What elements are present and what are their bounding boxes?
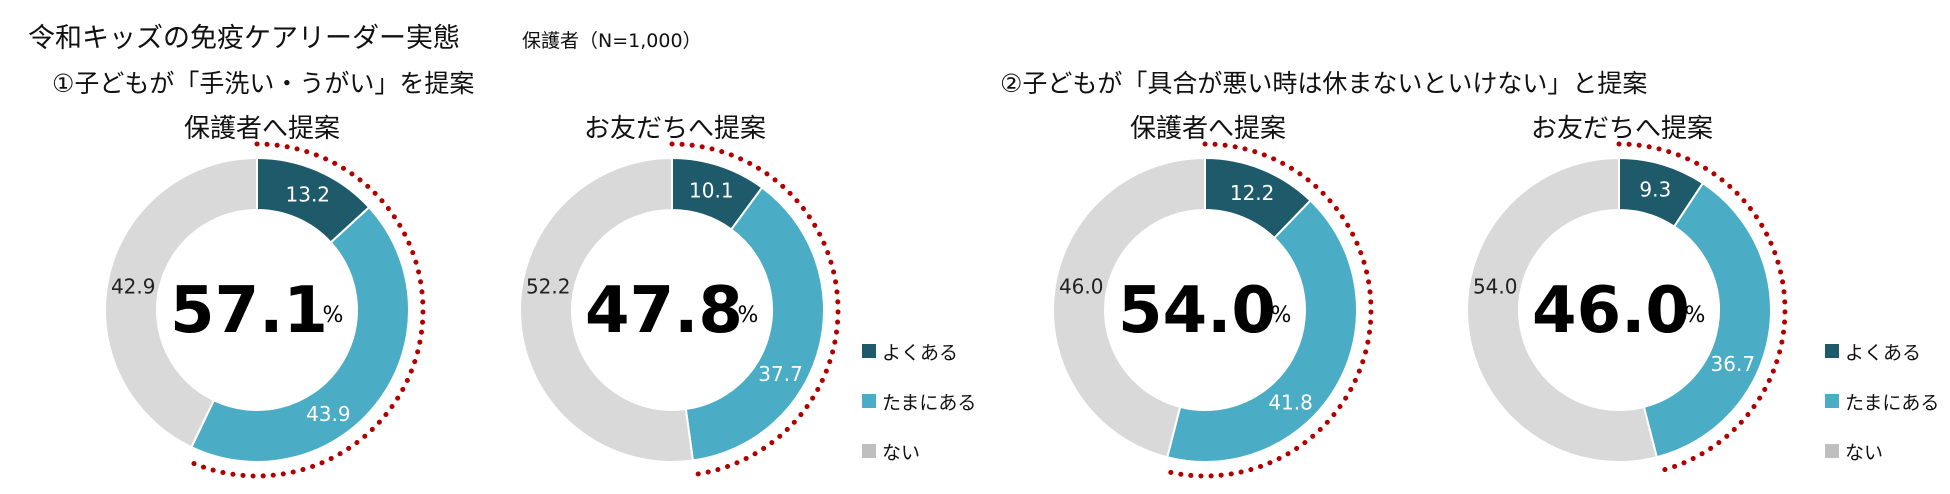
donut-value-label: 42.9	[111, 274, 156, 298]
legend-swatch-sometimes	[1825, 394, 1839, 408]
donut-value-label: 46.0	[1059, 274, 1104, 298]
section-title-handwashing: ①子どもが「手洗い・うがい」を提案	[52, 69, 475, 98]
highlight-dotted-arc	[182, 141, 426, 479]
legend-label: よくある	[882, 341, 959, 364]
legend-item-often: よくある	[862, 338, 976, 364]
highlight-dotted-arc	[669, 141, 841, 477]
legend-label: たまにある	[882, 391, 977, 414]
legend-2: よくある たまにある ない	[1825, 338, 1939, 488]
donut-segment-never	[1466, 156, 1659, 463]
donut-center-value: 47.8	[585, 274, 743, 348]
donut-center-unit: %	[323, 303, 344, 328]
donut-segment-never	[519, 156, 695, 463]
donut-chart-3: 12.2 41.8 46.0 54.0%	[1052, 141, 1374, 479]
legend-swatch-sometimes	[862, 394, 876, 408]
legend-item-often: よくある	[1825, 338, 1939, 364]
donut-value-label: 13.2	[286, 183, 331, 207]
donut-center-unit: %	[1271, 303, 1292, 328]
donut-chart-4: 9.3 36.7 54.0 46.0%	[1466, 141, 1788, 474]
donut-value-label: 12.2	[1230, 181, 1275, 205]
donut-title-3: 保護者へ提案	[1129, 114, 1287, 144]
donut-center-value: 54.0	[1118, 274, 1276, 348]
donut-segment-sometimes	[1642, 181, 1772, 459]
legend-item-sometimes: たまにある	[1825, 388, 1939, 414]
legend-label: たまにある	[1845, 391, 1940, 414]
legend-label: ない	[1845, 441, 1884, 464]
donut-value-label: 43.9	[306, 402, 351, 426]
legend-swatch-often	[1825, 344, 1839, 358]
donut-value-label: 52.2	[526, 274, 571, 298]
legend-label: よくある	[1845, 341, 1922, 364]
donut-segment-sometimes	[190, 205, 410, 463]
donut-center-value: 57.1	[170, 274, 328, 348]
sample-size-label: 保護者（N=1,000）	[522, 30, 702, 52]
donut-value-label: 10.1	[689, 178, 734, 202]
legend-item-never: ない	[862, 438, 976, 464]
donut-value-label: 41.8	[1268, 390, 1313, 414]
highlight-dotted-arc	[1161, 141, 1374, 479]
donut-title-1: 保護者へ提案	[183, 114, 341, 144]
donut-segment-sometimes	[684, 186, 825, 462]
legend-swatch-often	[862, 344, 876, 358]
donut-segment-never	[1052, 156, 1206, 459]
donut-center-value: 46.0	[1532, 274, 1690, 348]
donut-center-unit: %	[1685, 303, 1706, 328]
legend-item-never: ない	[1825, 438, 1939, 464]
highlight-dotted-arc	[1616, 141, 1788, 474]
donut-segment-never	[104, 156, 258, 449]
donut-value-label: 37.7	[758, 362, 803, 386]
donut-value-label: 36.7	[1711, 352, 1756, 376]
donut-chart-2: 10.1 37.7 52.2 47.8%	[519, 141, 841, 477]
donut-title-4: お友だちへ提案	[1530, 114, 1714, 144]
page-title: 令和キッズの免疫ケアリーダー実態	[28, 23, 460, 54]
section-title-rest-when-sick: ②子どもが「具合が悪い時は休まないといけない」と提案	[1000, 69, 1648, 98]
donut-value-label: 9.3	[1639, 177, 1671, 201]
donut-segment-sometimes	[1165, 199, 1359, 463]
legend-item-sometimes: たまにある	[862, 388, 976, 414]
donut-center-unit: %	[738, 303, 759, 328]
donut-value-label: 54.0	[1473, 274, 1518, 298]
donut-title-2: お友だちへ提案	[583, 114, 767, 144]
legend-swatch-never	[1825, 444, 1839, 458]
legend-label: ない	[882, 441, 921, 464]
legend-1: よくある たまにある ない	[862, 338, 976, 488]
legend-swatch-never	[862, 444, 876, 458]
donut-chart-1: 13.2 43.9 42.9 57.1%	[104, 141, 426, 479]
